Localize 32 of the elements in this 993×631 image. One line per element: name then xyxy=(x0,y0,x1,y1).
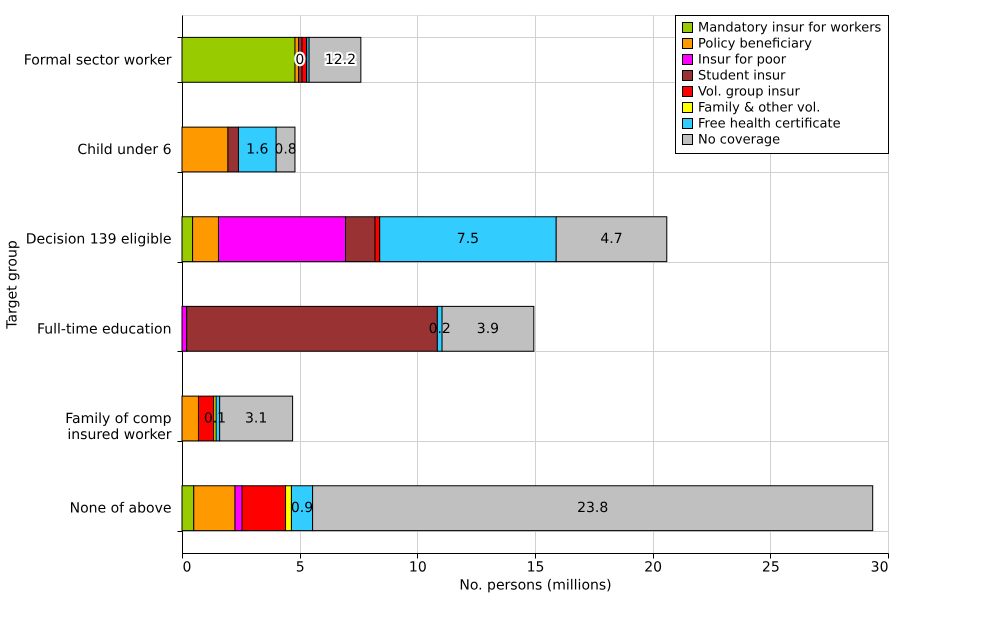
data-label: 0.2 xyxy=(428,320,451,337)
y-axis-title: Target group xyxy=(4,240,21,330)
x-tick-label: 25 xyxy=(762,560,780,576)
legend-label: Insur for poor xyxy=(698,52,787,68)
legend-label: Vol. group insur xyxy=(698,84,800,100)
x-axis-title: No. persons (millions) xyxy=(459,578,612,594)
x-tick-label: 15 xyxy=(526,560,544,576)
y-tick-label: Decision 139 eligible xyxy=(26,232,172,248)
x-tick-label: 0 xyxy=(182,560,192,576)
x-tick-label: 5 xyxy=(296,560,305,576)
legend-label: No coverage xyxy=(698,132,780,148)
data-label: 23.8 xyxy=(577,500,608,516)
data-label: 1.6 xyxy=(246,142,269,158)
legend-label: Free health certificate xyxy=(698,116,841,132)
data-label: 7.5 xyxy=(456,231,480,248)
y-tick-label: Child under 6 xyxy=(77,142,172,158)
data-label: 4.7 xyxy=(600,231,623,248)
y-tick-label: Family of comp insured worker xyxy=(65,411,172,443)
y-tick-label: None of above xyxy=(70,500,172,517)
y-tick-label: Full-time education xyxy=(36,321,172,338)
x-tick-label: 10 xyxy=(408,560,427,576)
data-label: 3.9 xyxy=(476,320,500,337)
x-tick-label: 30 xyxy=(870,560,888,576)
legend-label: Student insur xyxy=(698,68,786,84)
annotation: 12.2 xyxy=(324,52,356,68)
data-label: 0.1 xyxy=(204,410,226,426)
legend-label: Family & other vol. xyxy=(698,100,820,116)
legend-label: Policy beneficiary xyxy=(698,36,812,52)
y-tick-label: Formal sector worker xyxy=(24,52,172,68)
legend-label: Mandatory insur for workers xyxy=(698,20,882,36)
x-tick-label: 20 xyxy=(644,560,662,576)
data-label: 3.1 xyxy=(244,410,268,426)
